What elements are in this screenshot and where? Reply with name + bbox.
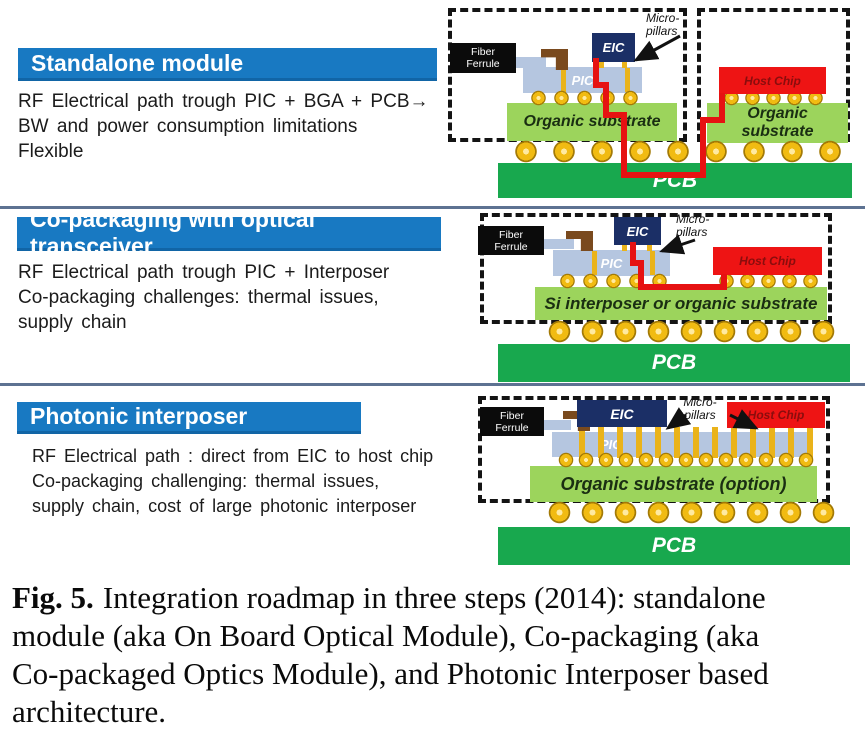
panel1-description-line: Flexible [18, 141, 84, 162]
fiber-ferrule-label: Fiber Ferrule [494, 228, 528, 253]
panel3-title: Photonic interposer [30, 403, 248, 429]
panel3-title-bar: Photonic interposer [17, 402, 361, 434]
micro-pillar [625, 68, 630, 92]
eic-chip: EIC [592, 33, 635, 62]
host-chip-label: Host Chip [744, 73, 801, 88]
fiber-ferrule-box: Fiber Ferrule [480, 407, 544, 436]
panel1-description-line: BW and power consumption limitations [18, 116, 358, 137]
fiber-ferrule-box: Fiber Ferrule [478, 226, 544, 255]
panel2-description-line: RF Electrical path trough PIC + Interpos… [18, 262, 390, 283]
host-chip-label: Host Chip [747, 408, 805, 422]
caption-line: Fig. 5. Integration roadmap in three step… [12, 580, 766, 615]
organic-substrate: Organic substrate (option) [530, 466, 817, 502]
section-separator [0, 383, 865, 386]
organic-substrate: Organic substrate [507, 103, 677, 141]
bga-balls-row [507, 140, 849, 163]
bga-balls-row [721, 90, 826, 106]
micro-pillars-label-line: pillars [684, 408, 716, 422]
panel3-description: RF Electrical path : direct from EIC to … [32, 444, 472, 519]
ferrule-arm [542, 239, 574, 249]
ferrule-arm [542, 420, 571, 430]
panel2-title: Co-packaging with optical transceiver [30, 205, 315, 259]
bga-balls-row [556, 452, 818, 468]
micro-pillar [599, 62, 604, 68]
bga-balls-row [716, 273, 821, 289]
fiber-ferrule-box: Fiber Ferrule [450, 43, 516, 73]
caption-line: architecture. [12, 694, 167, 729]
micro-pillars-label: Micro- pillars [646, 12, 692, 38]
eic-label: EIC [602, 40, 625, 55]
figure-caption: Fig. 5. Integration roadmap in three step… [12, 579, 860, 731]
eic-chip: EIC [614, 217, 661, 245]
panel2-description-line: supply chain [18, 312, 127, 333]
pcb-bar: PCB [498, 527, 850, 565]
micro-pillars-label: Micro- pillars [676, 213, 720, 239]
pcb-bar: PCB [498, 344, 850, 382]
panel1-title: Standalone module [31, 49, 244, 76]
panel1-description-line: RF Electrical path trough PIC + BGA + PC… [18, 91, 429, 112]
micro-pillars-label-line: pillars [676, 225, 708, 239]
substrate-label-line: substrate [741, 123, 814, 140]
panel3-description-line: Co-packaging challenging: thermal issues… [32, 471, 380, 491]
panel3-description-line: supply chain, cost of large photonic int… [32, 496, 417, 516]
host-chip: Host Chip [713, 247, 822, 275]
pic-label: PIC [600, 255, 623, 271]
micro-pillar [622, 245, 627, 251]
micro-pillars-label-line: Micro- [683, 395, 717, 409]
bga-balls-row [527, 90, 643, 106]
eic-label: EIC [610, 405, 634, 422]
fiber-ferrule-label: Fiber Ferrule [466, 46, 500, 70]
panel2-description-line: Co-packaging challenges: thermal issues, [18, 287, 379, 308]
organic-substrate: Organic substrate [707, 103, 848, 143]
bga-balls-row [543, 320, 835, 343]
pcb-label: PCB [651, 351, 697, 374]
micro-pillar [650, 251, 655, 275]
pcb-label: PCB [651, 534, 697, 557]
panel1-description: RF Electrical path trough PIC + BGA + PC… [18, 89, 458, 164]
panel2-title-bar: Co-packaging with optical transceiver [17, 206, 441, 259]
section-separator [0, 206, 865, 209]
bga-balls-row [556, 273, 669, 289]
caption-line: module (aka On Board Optical Module), Co… [12, 618, 760, 653]
fiber-ferrule-label: Fiber Ferrule [495, 409, 529, 434]
ferrule-arm [514, 57, 546, 68]
panel2-description: RF Electrical path trough PIC + Interpos… [18, 260, 458, 335]
micro-pillars-label-line: Micro- [676, 212, 710, 226]
eic-chip: EIC [577, 400, 667, 427]
micro-pillar [592, 251, 597, 275]
bga-balls-row [543, 501, 835, 524]
si-interposer-substrate: Si interposer or organic substrate [535, 287, 827, 320]
micro-pillar [561, 68, 566, 92]
substrate-label: Organic substrate (option) [560, 474, 787, 494]
host-chip-label: Host Chip [739, 254, 796, 268]
substrate-label: Organic substrate [523, 113, 661, 130]
pcb-bar: PCB [498, 163, 852, 198]
caption-figure-label: Fig. 5. [12, 580, 94, 615]
interposer-label: Si interposer or organic substrate [544, 293, 818, 313]
caption-line: Co-packaged Optics Module), and Photonic… [12, 656, 769, 691]
eic-label: EIC [626, 223, 649, 239]
micro-pillars-label-line: pillars [646, 24, 678, 38]
pic-label: PIC [571, 72, 594, 88]
micro-pillars-label-line: Micro- [646, 11, 680, 25]
pcb-label: PCB [652, 168, 698, 192]
host-chip: Host Chip [727, 402, 825, 428]
panel3-description-line: RF Electrical path : direct from EIC to … [32, 446, 434, 466]
host-chip: Host Chip [719, 67, 826, 94]
micro-pillars-label: Micro- pillars [678, 396, 722, 422]
substrate-label-line: Organic [747, 105, 808, 122]
panel1-title-bar: Standalone module [18, 48, 437, 81]
